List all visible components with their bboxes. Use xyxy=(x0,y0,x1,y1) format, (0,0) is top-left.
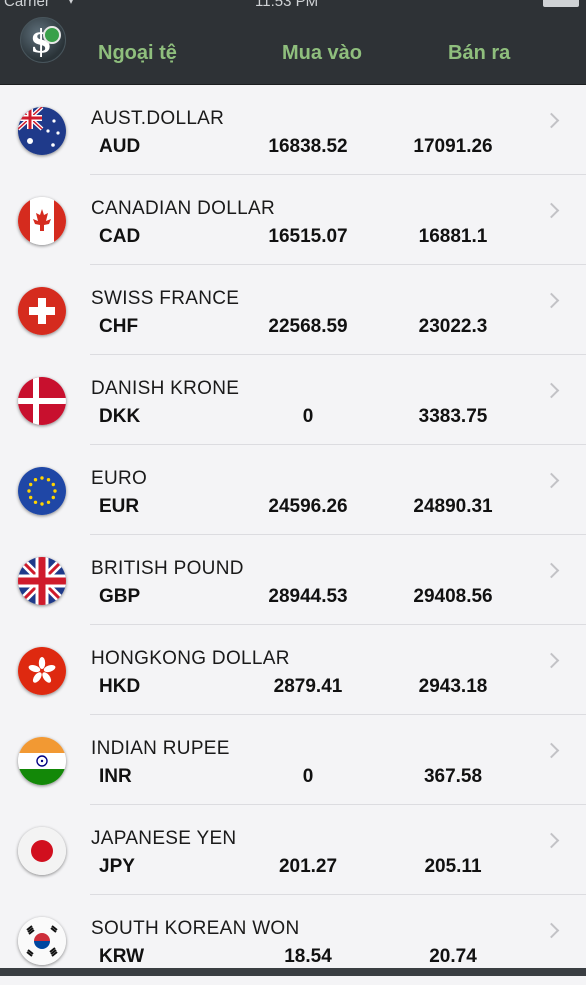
row-divider xyxy=(90,534,586,535)
row-divider xyxy=(90,354,586,355)
sell-rate: 2943.18 xyxy=(418,676,488,697)
currency-code: EUR xyxy=(99,496,140,517)
india-flag-icon xyxy=(18,737,66,785)
southkorea-flag-icon xyxy=(18,917,66,965)
chevron-right-icon xyxy=(543,832,560,849)
currency-code: GBP xyxy=(99,586,141,607)
clock-label: 11:53 PM xyxy=(255,0,319,10)
chevron-right-icon xyxy=(543,562,560,579)
bottom-edge-bar xyxy=(0,968,586,976)
app-logo-icon: $ xyxy=(20,17,66,63)
sell-rate: 24890.31 xyxy=(413,496,493,517)
currency-code: INR xyxy=(99,766,132,787)
uk-flag-icon xyxy=(18,557,66,605)
currency-row-jpy[interactable]: JAPANESE YEN JPY 201.27 205.11 xyxy=(0,805,586,895)
currency-code: CHF xyxy=(99,316,139,337)
buy-rate: 28944.53 xyxy=(268,586,348,607)
buy-rate: 18.54 xyxy=(284,946,332,967)
hongkong-flag-icon xyxy=(18,647,66,695)
buy-rate: 0 xyxy=(302,406,314,427)
currency-row-krw[interactable]: SOUTH KOREAN WON KRW 18.54 20.74 xyxy=(0,895,586,985)
switzerland-flag-icon xyxy=(18,287,66,335)
buy-rate: 24596.26 xyxy=(268,496,348,517)
currency-row-gbp[interactable]: BRITISH POUND GBP 28944.53 29408.56 xyxy=(0,535,586,625)
chevron-right-icon xyxy=(543,112,560,129)
eu-flag-icon xyxy=(18,467,66,515)
buy-rate: 0 xyxy=(302,766,314,787)
status-bar: Carrier ▾ 11:53 PM xyxy=(0,0,586,15)
currency-code: KRW xyxy=(99,946,145,967)
column-header-sell: Bán ra xyxy=(448,42,511,64)
currency-code: HKD xyxy=(99,676,141,697)
column-header-currency: Ngoại tệ xyxy=(98,42,177,64)
row-divider xyxy=(90,264,586,265)
currency-name: BRITISH POUND xyxy=(91,558,244,579)
carrier-label: Carrier xyxy=(4,0,50,10)
row-divider xyxy=(90,894,586,895)
currency-row-aud[interactable]: AUST.DOLLAR AUD 16838.52 17091.26 xyxy=(0,85,586,175)
row-divider xyxy=(90,174,586,175)
row-divider xyxy=(90,804,586,805)
sell-rate: 20.74 xyxy=(429,946,477,967)
column-header-buy: Mua vào xyxy=(282,42,363,64)
battery-icon xyxy=(543,0,579,7)
denmark-flag-icon xyxy=(18,377,66,425)
row-divider xyxy=(90,714,586,715)
currency-row-cad[interactable]: CANADIAN DOLLAR CAD 16515.07 16881.1 xyxy=(0,175,586,265)
sell-rate: 23022.3 xyxy=(418,316,488,337)
currency-code: DKK xyxy=(99,406,141,427)
currency-name: DANISH KRONE xyxy=(91,378,240,399)
currency-row-dkk[interactable]: DANISH KRONE DKK 0 3383.75 xyxy=(0,355,586,445)
currency-name: HONGKONG DOLLAR xyxy=(91,648,290,669)
currency-name: INDIAN RUPEE xyxy=(91,738,230,759)
currency-name: AUST.DOLLAR xyxy=(91,108,225,129)
chevron-right-icon xyxy=(543,202,560,219)
buy-rate: 16515.07 xyxy=(268,226,348,247)
nav-header: Carrier ▾ 11:53 PM $ Ngoại tệ Mua vào Bá… xyxy=(0,0,586,85)
chevron-right-icon xyxy=(543,922,560,939)
chevron-right-icon xyxy=(543,652,560,669)
currency-name: SOUTH KOREAN WON xyxy=(91,918,300,939)
buy-rate: 16838.52 xyxy=(268,136,348,157)
chevron-right-icon xyxy=(543,292,560,309)
currency-code: JPY xyxy=(99,856,135,877)
currency-name: JAPANESE YEN xyxy=(91,828,237,849)
currency-row-eur[interactable]: EURO EUR 24596.26 24890.31 xyxy=(0,445,586,535)
currency-list: AUST.DOLLAR AUD 16838.52 17091.26 CANADI… xyxy=(0,85,586,985)
currency-row-hkd[interactable]: HONGKONG DOLLAR HKD 2879.41 2943.18 xyxy=(0,625,586,715)
canada-flag-icon xyxy=(18,197,66,245)
sell-rate: 16881.1 xyxy=(418,226,488,247)
currency-name: CANADIAN DOLLAR xyxy=(91,198,275,219)
sell-rate: 17091.26 xyxy=(413,136,493,157)
row-divider xyxy=(90,624,586,625)
currency-code: CAD xyxy=(99,226,141,247)
currency-code: AUD xyxy=(99,136,141,157)
australia-flag-icon xyxy=(18,107,66,155)
buy-rate: 2879.41 xyxy=(273,676,343,697)
wifi-icon: ▾ xyxy=(68,0,75,7)
currency-name: EURO xyxy=(91,468,148,489)
chevron-right-icon xyxy=(543,472,560,489)
chevron-right-icon xyxy=(543,382,560,399)
japan-flag-icon xyxy=(18,827,66,875)
currency-name: SWISS FRANCE xyxy=(91,288,240,309)
currency-row-inr[interactable]: INDIAN RUPEE INR 0 367.58 xyxy=(0,715,586,805)
sell-rate: 205.11 xyxy=(424,856,482,877)
buy-rate: 22568.59 xyxy=(268,316,348,337)
row-divider xyxy=(90,444,586,445)
sell-rate: 367.58 xyxy=(423,766,483,787)
sell-rate: 29408.56 xyxy=(413,586,493,607)
currency-row-chf[interactable]: SWISS FRANCE CHF 22568.59 23022.3 xyxy=(0,265,586,355)
sell-rate: 3383.75 xyxy=(418,406,488,427)
chevron-right-icon xyxy=(543,742,560,759)
buy-rate: 201.27 xyxy=(278,856,338,877)
